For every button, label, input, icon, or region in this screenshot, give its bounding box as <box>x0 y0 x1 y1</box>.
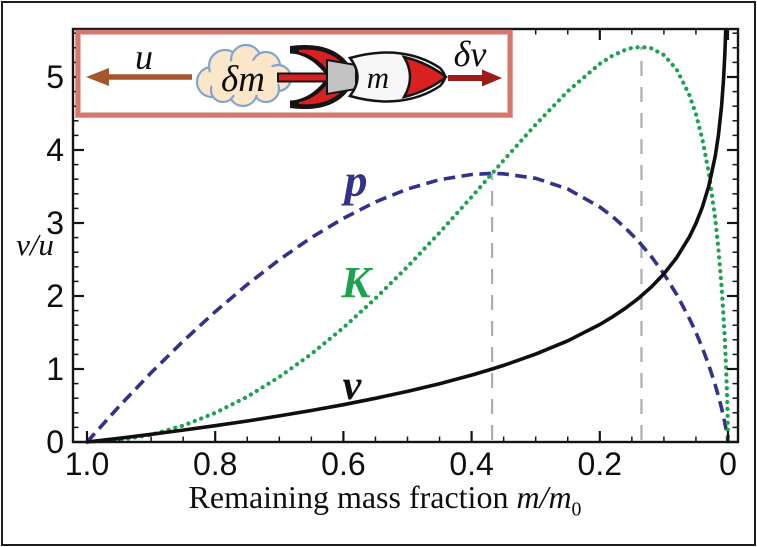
ejected-mass-label: δm <box>221 59 265 100</box>
x-tick-label: 0.8 <box>192 446 238 482</box>
x-tick-label: 0.2 <box>577 446 623 482</box>
rocket <box>277 44 449 110</box>
dv-arrow-head <box>482 69 502 87</box>
x-axis-title-subscript: 0 <box>571 498 582 521</box>
x-tick-label: 0.6 <box>321 446 366 482</box>
series-curve-p <box>85 171 730 444</box>
rocket-mass-label: m <box>366 60 390 95</box>
u-arrow-head <box>86 68 109 86</box>
series-label-v: v <box>342 363 362 409</box>
series-curve-v <box>86 29 728 444</box>
y-tick-label: 0 <box>46 424 64 460</box>
ejected-mass-cloud <box>195 43 293 108</box>
y-tick-label: 2 <box>46 278 64 314</box>
rocket-nozzle <box>326 58 357 96</box>
delta-v-label: δv <box>453 34 487 74</box>
exhaust-velocity-arrow <box>86 68 192 86</box>
x-tick-label: 0 <box>719 446 737 482</box>
x-axis-title: Remaining mass fraction m/m0 <box>140 479 630 521</box>
series-label-K: K <box>341 258 371 307</box>
series-curve-K <box>84 44 731 445</box>
x-tick-label: 1.0 <box>64 446 110 482</box>
x-axis-title-text: Remaining mass fraction <box>188 479 517 515</box>
delta-v-arrow <box>448 69 502 87</box>
x-axis-title-math: m/m <box>516 479 572 515</box>
y-tick-label: 4 <box>46 132 64 168</box>
plot-frame <box>71 27 740 444</box>
inset-diagram: u δm m δv <box>76 30 512 117</box>
y-tick-label: 3 <box>46 205 64 241</box>
series-label-p: p <box>344 155 368 206</box>
rocket-nose-cone <box>401 55 449 99</box>
y-tick-label: 1 <box>46 351 64 387</box>
y-axis-title: v/u <box>16 227 54 262</box>
inset-canvas <box>86 43 502 110</box>
x-tick-label: 0.4 <box>449 446 494 482</box>
exhaust-velocity-label: u <box>135 37 153 77</box>
y-tick-label: 5 <box>46 59 64 95</box>
